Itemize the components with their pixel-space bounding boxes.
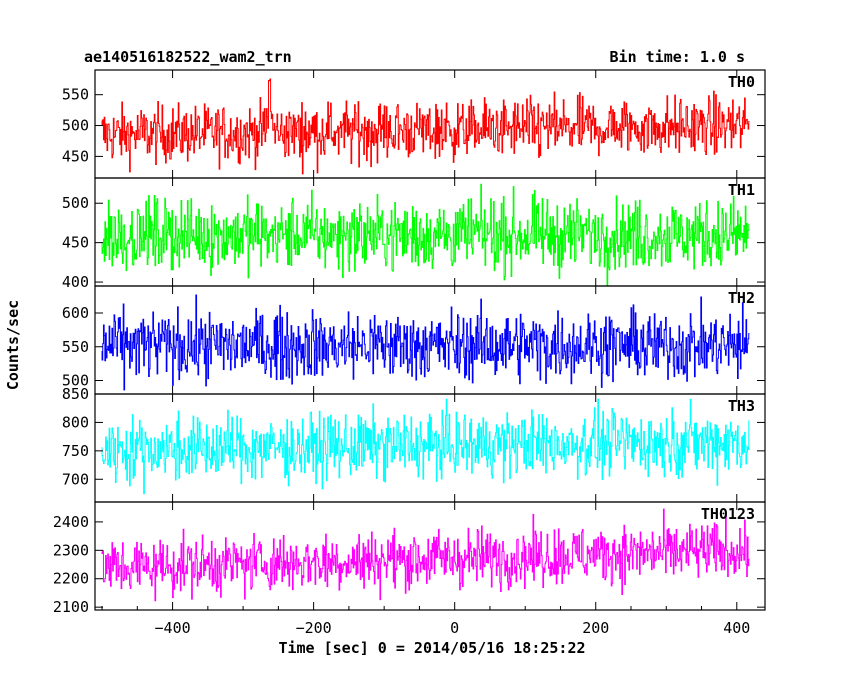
chart-title: ae140516182522_wam2_trn bbox=[84, 48, 292, 66]
x-axis: −400 −200 0 200 400 bbox=[101, 606, 750, 637]
y-tick-label: 600 bbox=[62, 304, 89, 322]
y-tick-label: 500 bbox=[62, 117, 89, 135]
x-tick-label: −200 bbox=[296, 619, 332, 637]
panel-th1: 400 450 500 TH1 bbox=[62, 177, 766, 291]
panel-label: TH0123 bbox=[701, 505, 755, 523]
panel-label: TH0 bbox=[728, 73, 755, 91]
panel-label: TH1 bbox=[728, 181, 755, 199]
panel-th3: 700 750 800 850 TH3 bbox=[62, 385, 766, 503]
y-tick-label: 500 bbox=[62, 372, 89, 390]
x-tick-label: 200 bbox=[582, 619, 609, 637]
panels-group: 450500550TH0400450500TH1500550600TH27007… bbox=[53, 69, 766, 616]
y-tick-label: 750 bbox=[62, 442, 89, 460]
panel-th0123: 2100 2200 2300 2400 TH0123 bbox=[53, 501, 766, 616]
y-tick-label: 550 bbox=[62, 338, 89, 356]
y-tick-label: 700 bbox=[62, 470, 89, 488]
panel-frame bbox=[94, 501, 766, 611]
series-line-th3 bbox=[101, 398, 750, 495]
panel-label: TH3 bbox=[728, 397, 755, 415]
y-tick-label: 800 bbox=[62, 413, 89, 431]
y-tick-label: 500 bbox=[62, 194, 89, 212]
y-tick-label: 450 bbox=[62, 234, 89, 252]
y-tick-label: 850 bbox=[62, 385, 89, 403]
series-line-th2 bbox=[101, 294, 750, 391]
y-tick-label: 2300 bbox=[53, 541, 89, 559]
x-tick-label: −400 bbox=[155, 619, 191, 637]
y-tick-label: 2200 bbox=[53, 570, 89, 588]
series-line-th0 bbox=[101, 78, 750, 175]
y-tick-label: 2400 bbox=[53, 513, 89, 531]
x-tick-label: 400 bbox=[723, 619, 750, 637]
series-line-th1 bbox=[101, 183, 750, 286]
x-tick-label: 0 bbox=[450, 619, 459, 637]
y-tick-label: 550 bbox=[62, 86, 89, 104]
y-tick-label: 450 bbox=[62, 147, 89, 165]
panel-label: TH2 bbox=[728, 289, 755, 307]
x-axis-label: Time [sec] 0 = 2014/05/16 18:25:22 bbox=[278, 639, 585, 657]
bin-time-label: Bin time: 1.0 s bbox=[610, 48, 745, 66]
y-tick-label: 400 bbox=[62, 273, 89, 291]
panel-th0: 450 500 550 TH0 bbox=[62, 69, 766, 179]
series-line-th0123 bbox=[101, 508, 750, 602]
y-tick-label: 2100 bbox=[53, 598, 89, 616]
panel-th2: 500 550 600 TH2 bbox=[62, 285, 766, 395]
y-axis-label: Counts/sec bbox=[4, 300, 22, 390]
